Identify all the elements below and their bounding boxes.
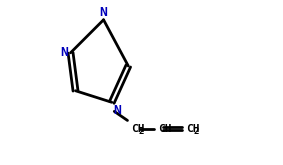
Text: N: N xyxy=(100,6,108,19)
Text: CH: CH xyxy=(158,124,171,134)
Text: 2: 2 xyxy=(194,127,199,136)
Text: CH: CH xyxy=(186,124,200,134)
Text: CH: CH xyxy=(131,124,144,134)
Text: 2: 2 xyxy=(139,127,144,136)
Text: N: N xyxy=(60,46,68,59)
Text: N: N xyxy=(113,104,121,117)
